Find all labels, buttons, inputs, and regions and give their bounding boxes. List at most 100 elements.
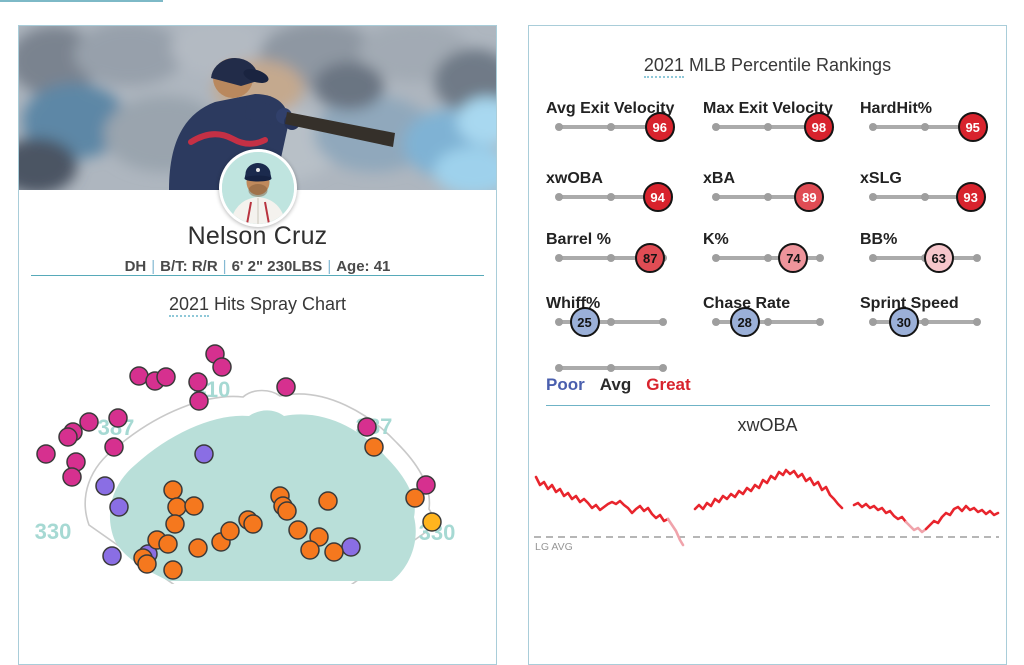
hit-dot-home-run-hits[interactable] [129, 366, 149, 386]
percentile-track: 93 [869, 182, 986, 212]
track-dot [973, 254, 981, 262]
hit-dot-single-hits[interactable] [163, 560, 183, 580]
percentile-track: 74 [712, 243, 824, 273]
spray-chart-title: 2021 Hits Spray Chart [19, 294, 496, 317]
percentile-track: 25 [555, 307, 667, 337]
percentile-track: 30 [869, 307, 981, 337]
spray-title-rest: Hits Spray Chart [209, 294, 347, 314]
hit-dot-single-hits[interactable] [300, 540, 320, 560]
top-accent-line [0, 0, 163, 2]
metric-label: Sprint Speed [860, 295, 959, 312]
percentile-value-bubble[interactable]: 89 [794, 182, 825, 212]
hit-dot-home-run-hits[interactable] [212, 357, 232, 377]
xwoba-line-segment [852, 501, 908, 524]
percentile-value-bubble[interactable]: 87 [635, 243, 666, 273]
hit-dot-double-hits[interactable] [194, 444, 214, 464]
hit-dot-triple-hits[interactable] [422, 512, 442, 532]
hit-dot-double-hits[interactable] [109, 497, 129, 517]
hit-dot-home-run-hits[interactable] [79, 412, 99, 432]
hit-dot-home-run-hits[interactable] [416, 475, 436, 495]
hit-dot-single-hits[interactable] [184, 496, 204, 516]
metric-label: Whiff% [546, 295, 601, 312]
metric-label: Barrel % [546, 231, 611, 248]
hit-dot-home-run-hits[interactable] [108, 408, 128, 428]
hit-dot-double-hits[interactable] [341, 537, 361, 557]
hit-dot-home-run-hits[interactable] [156, 367, 176, 387]
legend-scale-track [555, 364, 667, 372]
hit-dot-home-run-hits[interactable] [276, 377, 296, 397]
spray-chart-svg: 410387387330330 [35, 344, 455, 584]
hit-dot-single-hits[interactable] [163, 480, 183, 500]
percentile-metric: Chase Rate 28 [703, 294, 855, 337]
metric-label: Avg Exit Velocity [546, 100, 675, 117]
bio-divider-line [31, 275, 484, 276]
hit-dot-home-run-hits[interactable] [36, 444, 56, 464]
legend-label-poor: Poor [546, 375, 585, 394]
percentile-metric: xwOBA 94 [546, 169, 698, 212]
percentile-value-bubble[interactable]: 93 [955, 182, 986, 212]
track-dot [659, 318, 667, 326]
percentile-metric: Sprint Speed 30 [860, 294, 1012, 337]
percentile-value-bubble[interactable]: 96 [644, 112, 675, 142]
track-dot [921, 123, 929, 131]
hit-dot-single-hits[interactable] [364, 437, 384, 457]
player-age: Age: 41 [336, 258, 391, 275]
rankings-title-year-tooltip[interactable]: 2021 [643, 55, 684, 78]
hit-dot-home-run-hits[interactable] [188, 372, 208, 392]
track-dot [869, 193, 877, 201]
track-dot [607, 318, 615, 326]
hit-dot-single-hits[interactable] [220, 521, 240, 541]
player-position: DH [124, 258, 147, 275]
percentile-track: 95 [869, 112, 988, 142]
percentile-value-bubble[interactable]: 98 [803, 112, 834, 142]
hit-dot-home-run-hits[interactable] [189, 391, 209, 411]
hit-dot-double-hits[interactable] [102, 546, 122, 566]
track-dot [764, 318, 772, 326]
player-card: Nelson Cruz DH | B/T: R/R | 6' 2" 230LBS | Age… [18, 25, 497, 665]
percentile-value-bubble[interactable]: 30 [888, 307, 919, 337]
hit-dot-single-hits[interactable] [158, 534, 178, 554]
percentile-track: 87 [555, 243, 667, 273]
percentile-value-bubble[interactable]: 95 [957, 112, 988, 142]
hit-dot-single-hits[interactable] [324, 542, 344, 562]
hit-dot-double-hits[interactable] [95, 476, 115, 496]
metric-label: Max Exit Velocity [703, 100, 833, 117]
metric-label: xwOBA [546, 170, 603, 187]
hit-dot-single-hits[interactable] [405, 488, 425, 508]
hit-dot-single-hits[interactable] [318, 491, 338, 511]
legend-label-great: Great [646, 375, 691, 394]
percentile-metric: HardHit% 95 [860, 99, 1012, 142]
hit-dot-single-hits[interactable] [165, 514, 185, 534]
percentile-metric: K% 74 [703, 230, 855, 273]
percentile-value-bubble[interactable]: 94 [642, 182, 673, 212]
metric-label: Chase Rate [703, 295, 791, 312]
player-avatar [219, 149, 297, 227]
percentile-metric: Barrel % 87 [546, 230, 698, 273]
track-dot [712, 254, 720, 262]
percentile-value-bubble[interactable]: 74 [778, 243, 809, 273]
hit-dot-single-hits[interactable] [277, 501, 297, 521]
percentile-value-bubble[interactable]: 25 [569, 307, 600, 337]
player-bio-line: DH | B/T: R/R | 6' 2" 230LBS | Age: 41 [19, 258, 496, 275]
track-dot [712, 193, 720, 201]
hit-dot-home-run-hits[interactable] [62, 467, 82, 487]
spray-title-year-tooltip[interactable]: 2021 [168, 294, 209, 317]
percentile-value-bubble[interactable]: 63 [923, 243, 954, 273]
hit-dot-single-hits[interactable] [288, 520, 308, 540]
xwoba-line-segment [924, 504, 1000, 531]
hit-dot-single-hits[interactable] [167, 497, 187, 517]
hit-dot-home-run-hits[interactable] [357, 417, 377, 437]
track-dot [607, 123, 615, 131]
percentile-value-bubble[interactable]: 28 [729, 307, 760, 337]
track-dot [764, 123, 772, 131]
percentile-track: 98 [712, 112, 834, 142]
hit-dot-single-hits[interactable] [188, 538, 208, 558]
hit-dot-single-hits[interactable] [137, 554, 157, 574]
track-endpoint-dot [555, 364, 563, 372]
hit-dot-home-run-hits[interactable] [104, 437, 124, 457]
hit-dot-home-run-hits[interactable] [58, 427, 78, 447]
hit-dot-single-hits[interactable] [243, 514, 263, 534]
track-dot [973, 318, 981, 326]
xwoba-line-segment [534, 475, 670, 523]
track-dot [816, 318, 824, 326]
